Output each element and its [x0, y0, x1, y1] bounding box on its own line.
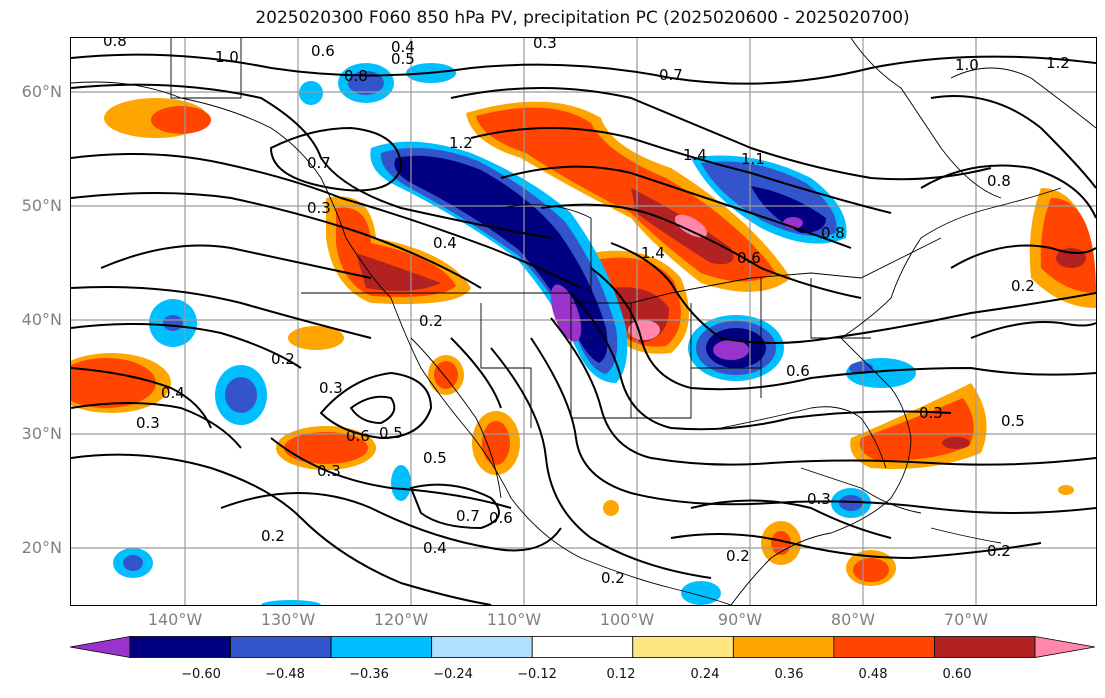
contour-label: 0.5: [423, 449, 447, 467]
contour-label: 0.2: [726, 547, 750, 565]
contour-label: 0.3: [136, 414, 160, 432]
map-canvas: 0.8 1.0 0.6 0.4 0.5 0.3 0.8 0.7 1.2 1.0 …: [71, 38, 1096, 605]
contour-label: 0.3: [307, 199, 331, 217]
contour-label: 1.4: [641, 244, 665, 262]
contour-label: 0.6: [311, 42, 335, 60]
lon-label-100w: 100°W: [599, 610, 655, 629]
contour-label: 0.2: [601, 569, 625, 587]
lon-label-140w: 140°W: [147, 610, 203, 629]
lon-label-110w: 110°W: [486, 610, 542, 629]
contour-label: 0.8: [103, 38, 127, 50]
contour-label: 0.8: [987, 172, 1011, 190]
contour-label: 0.3: [919, 404, 943, 422]
negative-precip-area: [370, 141, 628, 383]
contour-label: 0.4: [391, 38, 415, 56]
contour-label: 0.8: [344, 67, 368, 85]
colorbar-tick-label: 0.48: [858, 667, 888, 682]
contour-label: 0.6: [346, 427, 370, 445]
precip-shading: [71, 63, 1096, 605]
lon-label-90w: 90°W: [717, 610, 763, 629]
contour-label: 0.7: [456, 507, 480, 525]
colorbar-extend-min: [70, 636, 131, 658]
contour-label: 0.2: [261, 527, 285, 545]
colorbar-tick-label: −0.48: [265, 667, 305, 682]
contour-label: 0.7: [659, 66, 683, 84]
plot-title: 2025020300 F060 850 hPa PV, precipitatio…: [255, 8, 910, 28]
contour-label: 0.3: [317, 462, 341, 480]
contour-label: 1.2: [1046, 54, 1070, 72]
colorbar-segment: [732, 636, 835, 658]
contour-label: 0.2: [271, 350, 295, 368]
colorbar-tick-label: 0.36: [774, 667, 804, 682]
lon-label-70w: 70°W: [943, 610, 989, 629]
colorbar-tick-label: −0.12: [517, 667, 557, 682]
colorbar-segment: [230, 636, 332, 658]
contour-label: 1.0: [215, 48, 239, 66]
contour-label: 0.2: [1011, 277, 1035, 295]
contour-label: 0.2: [987, 542, 1011, 560]
colorbar: [70, 636, 1095, 658]
contour-label: 0.4: [423, 539, 447, 557]
colorbar-segment: [833, 636, 935, 658]
colorbar-segment: [632, 636, 734, 658]
lon-label-130w: 130°W: [260, 610, 316, 629]
contour-label: 0.5: [379, 424, 403, 442]
positive-precip-area: [104, 98, 211, 138]
colorbar-tick-label: 0.24: [690, 667, 720, 682]
positive-precip-area: [71, 326, 520, 475]
colorbar-tick-label: 0.12: [606, 667, 636, 682]
contour-label: 1.1: [741, 150, 765, 168]
contour-label: 0.4: [433, 234, 457, 252]
colorbar-segment: [330, 636, 433, 658]
negative-precip-area: [113, 63, 916, 605]
lat-label-60n: 60°N: [21, 82, 62, 101]
contour-labels: 0.8 1.0 0.6 0.4 0.5 0.3 0.8 0.7 1.2 1.0 …: [103, 38, 1070, 587]
contour-label: 0.5: [1001, 412, 1025, 430]
lat-label-20n: 20°N: [21, 538, 62, 557]
contour-label: 0.8: [821, 224, 845, 242]
colorbar-tick-label: −0.24: [433, 667, 473, 682]
contour-label: 0.4: [161, 384, 185, 402]
lon-label-80w: 80°W: [830, 610, 876, 629]
lon-label-120w: 120°W: [373, 610, 429, 629]
contour-label: 0.6: [786, 362, 810, 380]
colorbar-tick-label: −0.60: [181, 667, 221, 682]
colorbar-segment: [129, 636, 231, 658]
colorbar-segment: [431, 636, 533, 658]
contour-label: 0.6: [489, 509, 513, 527]
lat-label-50n: 50°N: [21, 196, 62, 215]
colorbar-segment: [531, 636, 634, 658]
contour-label: 0.5: [391, 50, 415, 68]
contour-label: 0.3: [533, 38, 557, 52]
colorbar-extend-max: [1034, 636, 1095, 658]
coastlines: [71, 38, 1096, 605]
contour-label: 0.3: [319, 379, 343, 397]
contour-label: 0.3: [807, 490, 831, 508]
contour-label: 1.4: [683, 146, 707, 164]
graticule: [71, 38, 1096, 605]
negative-precip-area: [688, 315, 784, 381]
map-panel: 0.8 1.0 0.6 0.4 0.5 0.3 0.8 0.7 1.2 1.0 …: [70, 37, 1097, 606]
colorbar-tick-label: −0.36: [349, 667, 389, 682]
contour-label: 0.7: [307, 154, 331, 172]
contour-label: 0.2: [419, 312, 443, 330]
positive-precip-area: [603, 485, 1074, 586]
colorbar-segment: [934, 636, 1036, 658]
contour-label: 0.6: [737, 249, 761, 267]
lat-label-40n: 40°N: [21, 310, 62, 329]
contour-label: 1.0: [955, 56, 979, 74]
pv-contours: [71, 53, 1096, 605]
positive-precip-area: [466, 101, 791, 292]
lat-label-30n: 30°N: [21, 424, 62, 443]
colorbar-tick-label: 0.60: [942, 667, 972, 682]
contour-label: 1.2: [449, 134, 473, 152]
